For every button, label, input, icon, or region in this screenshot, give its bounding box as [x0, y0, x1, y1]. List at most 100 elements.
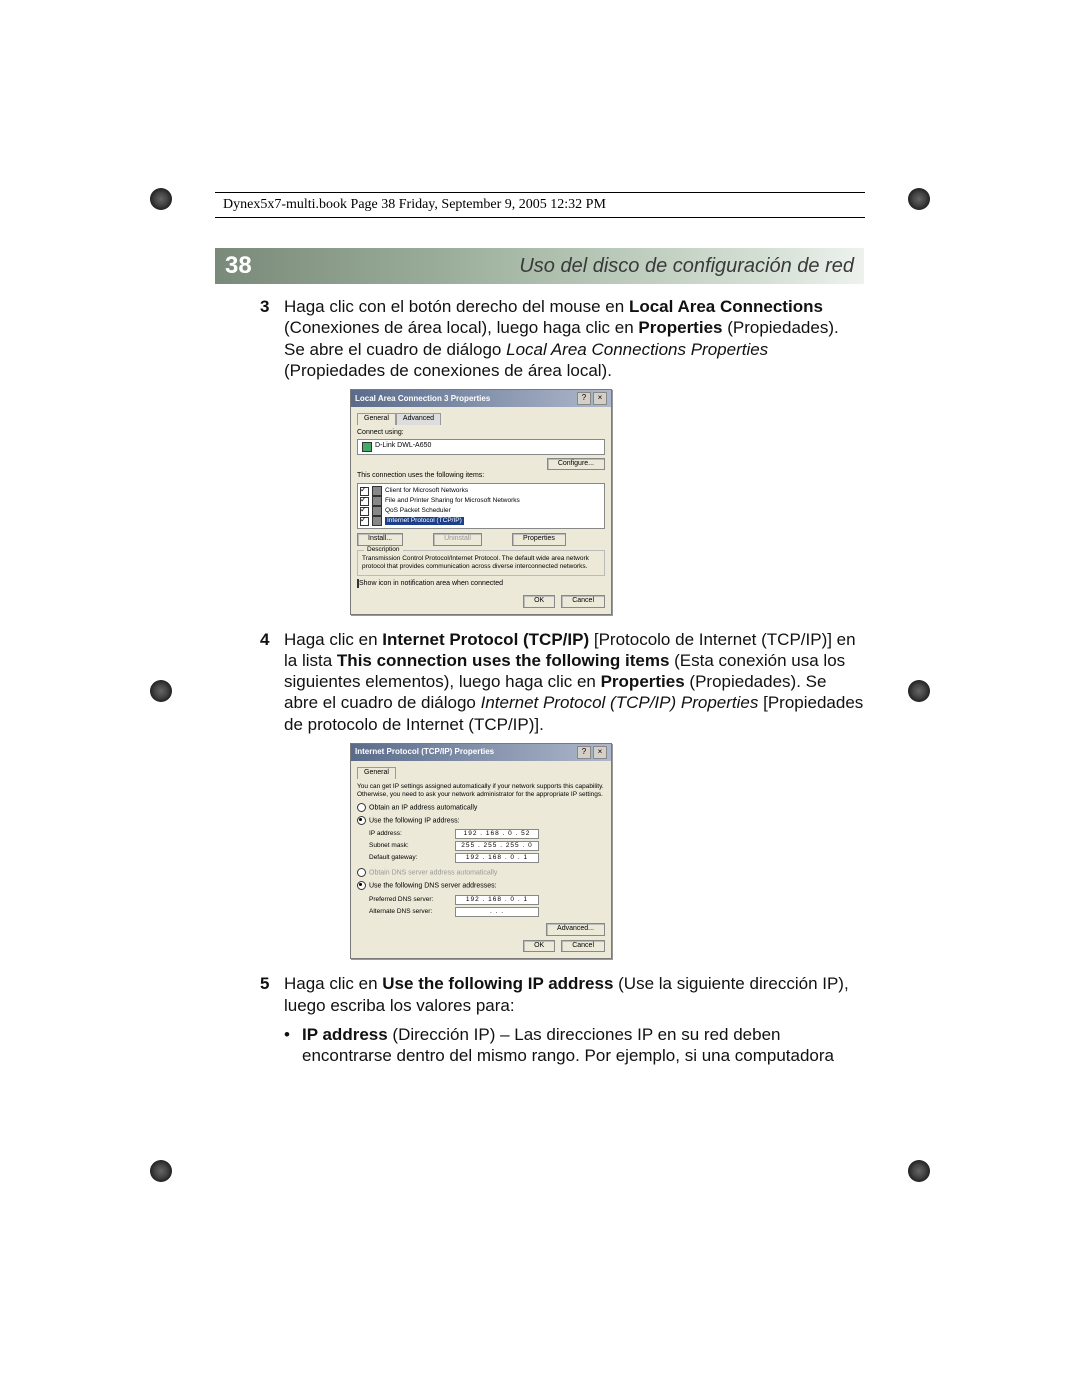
- step-5: 5 Haga clic en Use the following IP addr…: [260, 973, 864, 1016]
- ok-cancel-row: OK Cancel: [357, 595, 605, 608]
- bold-text: Local Area Connections: [629, 297, 823, 316]
- radio-auto-dns: Obtain DNS server address automatically: [357, 868, 605, 878]
- bold-text: IP address: [302, 1025, 388, 1044]
- radio-label: Use the following DNS server addresses:: [369, 883, 497, 890]
- adapter-field: D-Link DWL-A650: [357, 439, 605, 455]
- close-button[interactable]: ×: [593, 746, 607, 759]
- advanced-button[interactable]: Advanced...: [546, 923, 605, 936]
- tab-strip: General Advanced: [357, 413, 605, 425]
- cancel-button[interactable]: Cancel: [561, 595, 605, 608]
- radio-icon[interactable]: [357, 881, 366, 890]
- tcpip-properties-dialog: Internet Protocol (TCP/IP) Properties ? …: [350, 743, 612, 960]
- dns-fields: Preferred DNS server:192 . 168 . 0 . 1 A…: [357, 895, 605, 917]
- connect-using-label: Connect using:: [357, 429, 605, 438]
- bullet-body: IP address (Dirección IP) – Las direccio…: [302, 1024, 864, 1067]
- properties-button[interactable]: Properties: [512, 533, 566, 546]
- bold-text: Properties: [601, 672, 685, 691]
- uses-items-label: This connection uses the following items…: [357, 472, 605, 481]
- step-4: 4 Haga clic en Internet Protocol (TCP/IP…: [260, 629, 864, 735]
- crop-mark-icon: [908, 1160, 930, 1182]
- help-button[interactable]: ?: [577, 746, 591, 759]
- dialog-body: General Advanced Connect using: D-Link D…: [351, 407, 611, 614]
- gateway-input[interactable]: 192 . 168 . 0 . 1: [455, 853, 539, 863]
- checkbox-icon[interactable]: [360, 517, 369, 526]
- component-icon: [372, 486, 382, 496]
- page-title: Uso del disco de configuración de red: [252, 255, 854, 278]
- item-buttons-row: Install... Uninstall Properties: [357, 533, 605, 546]
- install-button[interactable]: Install...: [357, 533, 403, 546]
- text: Haga clic en: [284, 630, 382, 649]
- crop-mark-icon: [908, 188, 930, 210]
- help-button[interactable]: ?: [577, 392, 591, 405]
- italic-text: Internet Protocol (TCP/IP) Properties: [481, 693, 759, 712]
- dialog-title: Internet Protocol (TCP/IP) Properties: [355, 747, 575, 757]
- radio-icon[interactable]: [357, 803, 366, 812]
- tab-general[interactable]: General: [357, 767, 396, 779]
- ok-button[interactable]: OK: [523, 595, 555, 608]
- dialog-titlebar: Local Area Connection 3 Properties ? ×: [351, 390, 611, 407]
- items-listbox[interactable]: Client for Microsoft Networks File and P…: [357, 483, 605, 529]
- description-text: Transmission Control Protocol/Internet P…: [362, 555, 589, 570]
- intro-text: You can get IP settings assigned automat…: [357, 783, 605, 799]
- ip-fields: IP address:192 . 168 . 0 . 52 Subnet mas…: [357, 829, 605, 863]
- radio-icon: [357, 868, 366, 877]
- text: (Propiedades de conexiones de área local…: [284, 361, 612, 380]
- bullet-ip-address: • IP address (Dirección IP) – Las direcc…: [284, 1024, 864, 1067]
- configure-row: Configure...: [357, 458, 605, 471]
- radio-auto-ip[interactable]: Obtain an IP address automatically: [357, 803, 605, 813]
- pdns-input[interactable]: 192 . 168 . 0 . 1: [455, 895, 539, 905]
- uninstall-button[interactable]: Uninstall: [433, 533, 482, 546]
- crop-mark-icon: [150, 680, 172, 702]
- item-label: QoS Packet Scheduler: [385, 507, 451, 515]
- show-icon-label: Show icon in notification area when conn…: [359, 580, 503, 587]
- step-number: 3: [260, 296, 284, 381]
- cancel-button[interactable]: Cancel: [561, 940, 605, 953]
- item-label: Client for Microsoft Networks: [385, 487, 468, 495]
- checkbox-icon[interactable]: [357, 579, 359, 588]
- tab-advanced[interactable]: Advanced: [396, 413, 441, 425]
- crop-mark-icon: [150, 1160, 172, 1182]
- step-number: 4: [260, 629, 284, 735]
- gateway-label: Default gateway:: [369, 854, 455, 862]
- adns-input[interactable]: . . .: [455, 907, 539, 917]
- item-label: File and Printer Sharing for Microsoft N…: [385, 497, 520, 505]
- page-number: 38: [225, 252, 252, 280]
- list-item[interactable]: Client for Microsoft Networks: [360, 486, 602, 496]
- radio-manual-dns[interactable]: Use the following DNS server addresses:: [357, 881, 605, 891]
- ok-button[interactable]: OK: [523, 940, 555, 953]
- radio-manual-ip[interactable]: Use the following IP address:: [357, 816, 605, 826]
- radio-icon[interactable]: [357, 816, 366, 825]
- lan-properties-dialog: Local Area Connection 3 Properties ? × G…: [350, 389, 612, 615]
- step-number: 5: [260, 973, 284, 1016]
- text: Haga clic con el botón derecho del mouse…: [284, 297, 629, 316]
- book-header: Dynex5x7-multi.book Page 38 Friday, Sept…: [215, 192, 865, 218]
- description-group: Description Transmission Control Protoco…: [357, 550, 605, 576]
- show-icon-row: Show icon in notification area when conn…: [357, 580, 605, 589]
- page-content: 3 Haga clic con el botón derecho del mou…: [260, 296, 864, 1066]
- crop-mark-icon: [908, 680, 930, 702]
- pdns-label: Preferred DNS server:: [369, 896, 455, 904]
- bold-text: Properties: [638, 318, 722, 337]
- list-item[interactable]: File and Printer Sharing for Microsoft N…: [360, 496, 602, 506]
- dialog-title: Local Area Connection 3 Properties: [355, 394, 575, 404]
- italic-text: Local Area Connections Properties: [506, 340, 768, 359]
- dialog-titlebar: Internet Protocol (TCP/IP) Properties ? …: [351, 744, 611, 761]
- tab-strip: General: [357, 767, 605, 779]
- component-icon: [372, 496, 382, 506]
- bold-text: Use the following IP address: [382, 974, 613, 993]
- radio-label: Obtain an IP address automatically: [369, 804, 477, 811]
- configure-button[interactable]: Configure...: [547, 458, 605, 471]
- list-item[interactable]: Internet Protocol (TCP/IP): [360, 516, 602, 526]
- step-body: Haga clic en Use the following IP addres…: [284, 973, 864, 1016]
- tab-general[interactable]: General: [357, 413, 396, 425]
- component-icon: [372, 516, 382, 526]
- list-item[interactable]: QoS Packet Scheduler: [360, 506, 602, 516]
- step-body: Haga clic con el botón derecho del mouse…: [284, 296, 864, 381]
- ip-input[interactable]: 192 . 168 . 0 . 52: [455, 829, 539, 839]
- page-band: 38 Uso del disco de configuración de red: [215, 248, 864, 284]
- mask-input[interactable]: 255 . 255 . 255 . 0: [455, 841, 539, 851]
- description-label: Description: [364, 546, 403, 554]
- text: (Conexiones de área local), luego haga c…: [284, 318, 638, 337]
- text: Haga clic en: [284, 974, 382, 993]
- close-button[interactable]: ×: [593, 392, 607, 405]
